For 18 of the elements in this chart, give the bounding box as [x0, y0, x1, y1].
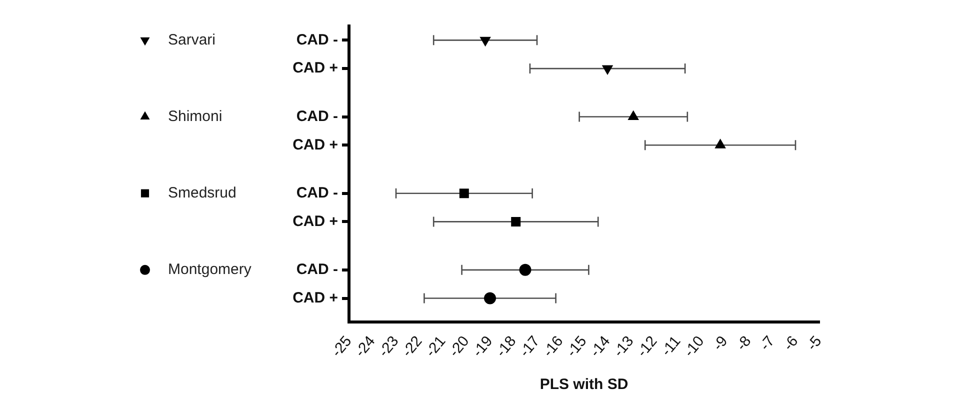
y-tick-label: CAD - [296, 261, 338, 278]
legend-label: Smedsrud [168, 184, 236, 202]
x-tick-label: -9 [710, 332, 732, 354]
y-tick-label: CAD - [296, 31, 338, 48]
x-tick-label: -6 [780, 332, 802, 354]
y-tick-label: CAD + [292, 60, 338, 77]
legend-label: Montgomery [168, 261, 252, 278]
x-tick-label: -8 [733, 332, 755, 354]
y-tick-label: CAD + [292, 212, 338, 230]
x-tick-label: -5 [804, 332, 826, 354]
x-axis-title: PLS with SD [540, 376, 628, 394]
x-tick-label: -7 [756, 332, 778, 354]
y-tick-label: CAD + [292, 289, 338, 306]
y-tick-label: CAD + [292, 136, 338, 154]
legend-label: Sarvari [168, 31, 216, 48]
legend-label: Shimoni [168, 108, 222, 125]
y-tick-label: CAD - [296, 184, 338, 202]
y-tick-label: CAD - [296, 108, 338, 125]
